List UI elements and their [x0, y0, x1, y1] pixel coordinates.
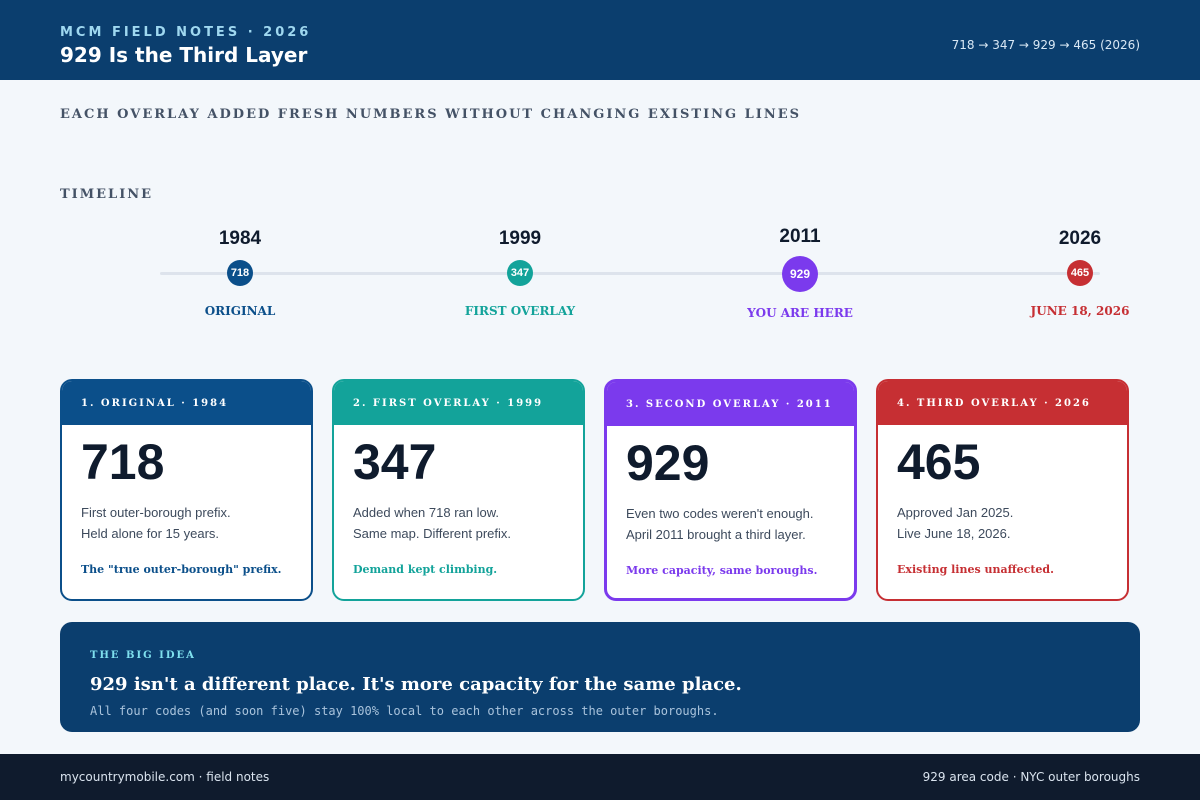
card-note: Existing lines unaffected.: [897, 563, 1054, 576]
card-header-label: 1. ORIGINAL · 1984: [81, 397, 229, 409]
timeline-dot-347: 347: [507, 260, 533, 286]
card-note: More capacity, same boroughs.: [626, 564, 818, 577]
card-header-label: 2. FIRST OVERLAY · 1999: [353, 397, 544, 409]
card-description-line: Live June 18, 2026.: [897, 526, 1011, 541]
card-description-line: April 2011 brought a third layer.: [626, 527, 806, 542]
timeline-caption-you-are-here: YOU ARE HERE: [747, 306, 853, 320]
footer-source: mycountrymobile.com · field notes: [60, 770, 270, 784]
card-second-overlay: 3. SECOND OVERLAY · 2011 929 Even two co…: [604, 379, 857, 601]
card-header: 1. ORIGINAL · 1984: [62, 381, 311, 425]
timeline-year-2026: 2026: [1058, 228, 1102, 249]
timeline-caption-first-overlay: FIRST OVERLAY: [464, 304, 576, 318]
card-first-overlay: 2. FIRST OVERLAY · 1999 347 Added when 7…: [332, 379, 585, 601]
timeline-year-1999: 1999: [498, 228, 542, 249]
card-code: 347: [353, 434, 437, 490]
footer-topic: 929 area code · NYC outer boroughs: [922, 770, 1140, 784]
card-description: First outer-borough prefix. Held alone f…: [81, 502, 231, 544]
big-idea-body: All four codes (and soon five) stay 100%…: [90, 704, 719, 718]
timeline-year-1984: 1984: [218, 228, 262, 249]
card-third-overlay: 4. THIRD OVERLAY · 2026 465 Approved Jan…: [876, 379, 1129, 601]
timeline-caption-original: ORIGINAL: [204, 304, 276, 318]
timeline-dot-465: 465: [1067, 260, 1093, 286]
subheading: EACH OVERLAY ADDED FRESH NUMBERS WITHOUT…: [60, 107, 802, 122]
card-description: Approved Jan 2025. Live June 18, 2026.: [897, 502, 1013, 544]
card-description-line: First outer-borough prefix.: [81, 505, 231, 520]
header-bar: MCM FIELD NOTES · 2026 929 Is the Third …: [0, 0, 1200, 80]
card-description-line: Even two codes weren't enough.: [626, 506, 814, 521]
page-title: 929 Is the Third Layer: [60, 43, 308, 67]
card-header-label: 3. SECOND OVERLAY · 2011: [626, 398, 833, 410]
card-description: Added when 718 ran low. Same map. Differ…: [353, 502, 511, 544]
timeline-dot-718: 718: [227, 260, 253, 286]
card-description: Even two codes weren't enough. April 201…: [626, 503, 814, 545]
card-note: The "true outer-borough" prefix.: [81, 563, 282, 576]
card-code: 718: [81, 434, 165, 490]
timeline-dot-929: 929: [782, 256, 818, 292]
timeline-track: [160, 272, 1100, 275]
timeline-year-2011: 2011: [779, 226, 821, 247]
big-idea-headline: 929 isn't a different place. It's more c…: [90, 674, 742, 695]
timeline-caption-june-2026: JUNE 18, 2026: [1030, 304, 1130, 318]
footer-bar: mycountrymobile.com · field notes 929 ar…: [0, 754, 1200, 800]
card-description-line: Held alone for 15 years.: [81, 526, 220, 541]
timeline-label: TIMELINE: [60, 187, 154, 202]
area-code-chain: 718 → 347 → 929 → 465 (2026): [951, 38, 1140, 52]
header-eyebrow: MCM FIELD NOTES · 2026: [60, 25, 312, 40]
card-note: Demand kept climbing.: [353, 563, 498, 576]
big-idea-panel: THE BIG IDEA 929 isn't a different place…: [60, 622, 1140, 732]
card-description-line: Added when 718 ran low.: [353, 505, 499, 520]
card-description-line: Approved Jan 2025.: [897, 505, 1014, 520]
big-idea-eyebrow: THE BIG IDEA: [90, 650, 196, 661]
card-header: 4. THIRD OVERLAY · 2026: [878, 381, 1127, 425]
card-code: 929: [626, 435, 710, 491]
card-header: 3. SECOND OVERLAY · 2011: [607, 382, 854, 426]
card-header: 2. FIRST OVERLAY · 1999: [334, 381, 583, 425]
card-header-label: 4. THIRD OVERLAY · 2026: [897, 397, 1091, 409]
card-code: 465: [897, 434, 981, 490]
card-original: 1. ORIGINAL · 1984 718 First outer-borou…: [60, 379, 313, 601]
card-description-line: Same map. Different prefix.: [353, 526, 511, 541]
